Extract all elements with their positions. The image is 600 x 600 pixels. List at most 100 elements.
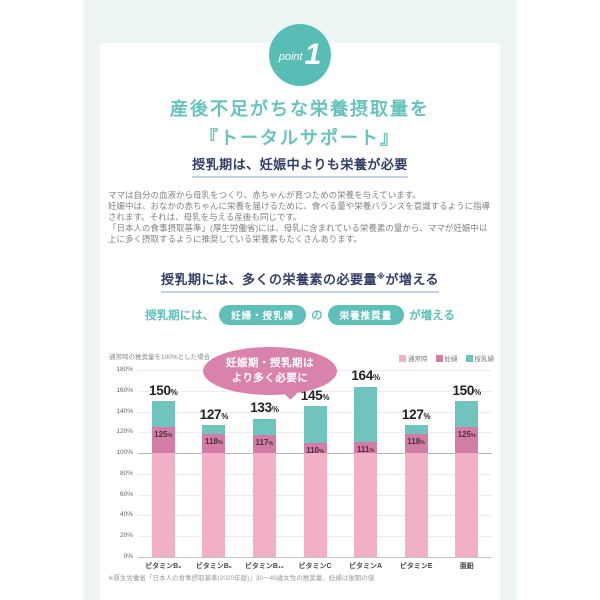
- y-axis-tick-label: 100%: [116, 449, 133, 457]
- point-badge-number: 1: [304, 38, 322, 71]
- gridline: [138, 390, 492, 392]
- legend-swatch: [435, 354, 443, 362]
- pregnant-segment: [404, 434, 428, 454]
- y-axis-tick-label: 60%: [119, 490, 133, 498]
- y-axis-tick-label: 0%: [123, 553, 133, 560]
- callout-line-2: より多く必要に: [231, 372, 309, 384]
- bar-group: 118% 127% ビタミンB₆: [192, 370, 236, 570]
- section1-heading-wrap: 授乳期は、妊娠中よりも栄養が必要: [100, 154, 500, 178]
- callout-line-1: 妊娠期・授乳期は: [226, 356, 314, 369]
- normal-segment: [404, 453, 428, 557]
- chart-legend: 通常時 妊婦 授乳婦: [399, 353, 494, 363]
- lactating-total-label: 133%: [250, 400, 279, 416]
- y-axis-tick-label: 120%: [116, 428, 133, 436]
- bar-group: 118% 127% ビタミンE: [394, 370, 438, 570]
- pregnant-segment: [252, 435, 276, 454]
- lactating-segment: [202, 425, 226, 435]
- normal-segment: [252, 453, 276, 557]
- y-axis-tick-label: 140%: [116, 407, 133, 415]
- lactating-segment: [354, 386, 378, 442]
- section2-heading-wrap: 授乳期には、多くの栄養素の必要量※が増える: [100, 269, 500, 293]
- stacked-bar: 117%: [252, 418, 276, 557]
- pregnant-value-label: 118%: [204, 437, 223, 447]
- bar-group: 110% 145% ビタミンC: [293, 370, 337, 570]
- pregnant-segment: [202, 434, 226, 454]
- legend-item: 授乳婦: [465, 353, 494, 363]
- pregnant-lactating-badge: 妊婦・授乳婦: [219, 305, 307, 325]
- legend-label: 通常時: [408, 356, 428, 363]
- lead-suffix: が増える: [409, 310, 455, 322]
- pregnant-value-label: 117%: [255, 438, 274, 448]
- normal-segment: [202, 453, 226, 557]
- pregnant-segment: [151, 427, 175, 454]
- lead-prefix: 授乳期には、: [145, 310, 215, 322]
- bar-group: 117% 133% ビタミンB₁₂: [242, 370, 286, 570]
- lactating-total-label: 145%: [300, 387, 330, 403]
- bar-chart: 通常時の推奨量を100%とした場合 通常時 妊婦 授乳婦 125% 150% ビタミンB…: [100, 345, 500, 595]
- page-title-line-1: 産後不足がちな栄養摂取量を: [170, 99, 430, 119]
- category-label: ビタミンB₂: [145, 563, 182, 570]
- stacked-bar: 110%: [303, 406, 327, 557]
- lactating-total-label: 150%: [452, 382, 481, 398]
- lead-middle: の: [311, 310, 323, 322]
- lactating-segment: [151, 401, 175, 428]
- pregnant-value-label: 110%: [306, 445, 324, 455]
- pregnant-segment: [455, 427, 479, 454]
- gridline: [138, 557, 492, 558]
- stacked-bar: 111%: [354, 386, 378, 557]
- lactating-segment: [252, 418, 276, 436]
- category-label: ビタミンC: [298, 563, 332, 570]
- lactating-segment: [404, 425, 428, 435]
- page-title-line-2: 『トータルサポート』: [200, 127, 400, 148]
- pregnant-value-label: 125%: [154, 430, 173, 440]
- stacked-bar: 118%: [202, 425, 226, 557]
- section2-heading-tail: が増える: [385, 272, 439, 287]
- chart-baseline-note: 通常時の推奨量を100%とした場合: [109, 354, 211, 361]
- normal-segment: [151, 453, 175, 557]
- footnote-reference-mark: ※: [377, 272, 386, 281]
- section2-heading: 授乳期には、多くの栄養素の必要量※が増える: [161, 269, 439, 293]
- lactating-total-label: 164%: [351, 368, 380, 384]
- plot-area: 125% 150% ビタミンB₂ 118% 127% ビタミンB₆ 117% 133% ビタミン…: [138, 368, 492, 570]
- legend-swatch: [465, 354, 473, 362]
- page-title: 産後不足がちな栄養摂取量を 『トータルサポート』: [100, 95, 500, 153]
- bar-group: 125% 150% ビタミンB₂: [141, 370, 185, 570]
- pregnant-segment: [303, 442, 327, 454]
- lactating-segment: [303, 406, 327, 443]
- legend-swatch: [399, 354, 406, 362]
- lactating-total-label: 127%: [401, 406, 431, 422]
- stacked-bar: 118%: [404, 425, 428, 557]
- normal-segment: [354, 453, 378, 557]
- category-label: ビタミンB₆: [195, 563, 232, 570]
- lactating-total-label: 150%: [149, 382, 178, 398]
- recommended-amount-badge: 栄養推奨量: [327, 305, 405, 325]
- legend-item: 通常時: [399, 353, 428, 363]
- point-badge: point 1: [269, 24, 331, 86]
- y-axis-tick-label: 160%: [116, 386, 133, 394]
- point-badge-label: point: [278, 51, 303, 63]
- y-axis-tick-label: 40%: [119, 511, 133, 519]
- y-axis-tick-label: 20%: [119, 532, 133, 540]
- pregnant-value-label: 125%: [457, 430, 476, 440]
- lactating-segment: [455, 401, 479, 428]
- pregnant-segment: [354, 441, 378, 454]
- y-axis-tick-label: 80%: [119, 469, 133, 477]
- legend-item: 妊婦: [435, 353, 458, 363]
- source-footnote: ※厚生労働省「日本人の食事摂取基準(2020年版)」30〜49歳女性の推奨量、妊…: [108, 575, 375, 582]
- stacked-bar: 125%: [151, 401, 175, 557]
- section1-body-text: ママは自分の血液から母乳をつくり、赤ちゃんが育つための栄養を与えています。 妊娠…: [108, 190, 491, 244]
- category-label: 亜鉛: [459, 563, 474, 570]
- stacked-bar: 125%: [455, 401, 479, 557]
- y-axis-tick-label: 180%: [116, 366, 133, 373]
- section2-heading-main: 授乳期には、多くの栄養素の必要量: [161, 272, 378, 287]
- section1-heading: 授乳期は、妊娠中よりも栄養が必要: [192, 154, 408, 178]
- normal-segment: [303, 453, 327, 557]
- category-label: ビタミンB₁₂: [244, 563, 284, 570]
- pregnant-value-label: 111%: [356, 444, 375, 454]
- bar-group: 125% 150% 亜鉛: [445, 370, 489, 570]
- chart-lead-line: 授乳期には、 妊婦・授乳婦 の 栄養推奨量 が増える: [100, 305, 500, 325]
- category-label: ビタミンA: [349, 563, 383, 570]
- legend-label: 妊婦: [444, 356, 458, 363]
- normal-segment: [455, 453, 479, 557]
- bar-group: 111% 164% ビタミンA: [344, 368, 388, 570]
